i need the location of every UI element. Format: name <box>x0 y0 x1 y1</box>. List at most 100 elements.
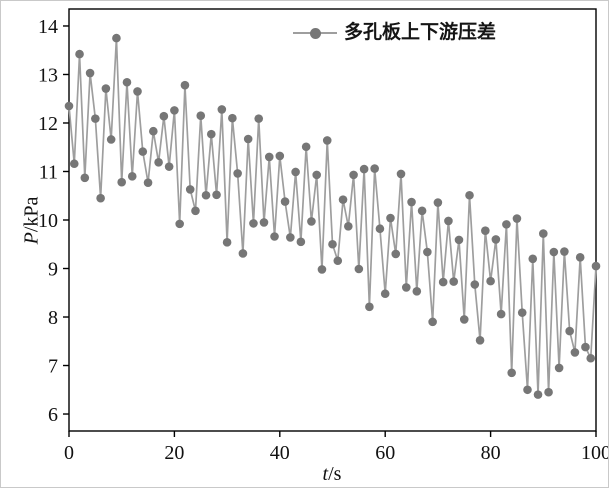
data-point <box>106 135 116 144</box>
data-point <box>317 265 327 274</box>
data-point <box>344 222 353 231</box>
x-axis-variable: t <box>322 463 329 485</box>
data-point <box>64 101 74 111</box>
data-point <box>396 169 406 179</box>
data-point <box>296 237 306 247</box>
data-point <box>528 254 538 264</box>
data-point <box>117 177 126 187</box>
data-point <box>491 235 501 244</box>
data-point <box>365 302 374 312</box>
y-tick-label: 6 <box>48 404 58 426</box>
data-point <box>175 219 184 229</box>
data-point <box>539 229 548 238</box>
data-point <box>449 277 459 286</box>
data-point <box>196 111 206 121</box>
data-point <box>438 277 448 287</box>
legend: 多孔板上下游压差 <box>293 23 496 42</box>
data-point <box>475 335 485 345</box>
data-point <box>228 113 237 123</box>
data-point <box>512 214 522 223</box>
data-point <box>338 195 348 204</box>
data-point <box>391 249 401 259</box>
data-point <box>523 385 532 395</box>
data-point <box>112 33 121 43</box>
data-point <box>133 87 142 96</box>
y-tick-label: 14 <box>38 16 58 38</box>
data-point <box>127 172 137 181</box>
y-tick-label: 12 <box>38 113 58 135</box>
x-tick-label: 80 <box>481 442 501 464</box>
x-tick-label: 20 <box>164 442 184 464</box>
data-point <box>333 256 343 266</box>
data-point <box>375 224 385 234</box>
data-point <box>354 264 364 274</box>
data-point <box>586 353 596 363</box>
data-point <box>75 49 84 59</box>
data-point <box>328 239 337 249</box>
x-tick-label: 40 <box>270 442 290 464</box>
data-point <box>159 111 169 121</box>
data-point <box>459 315 469 324</box>
data-point <box>280 197 290 206</box>
y-axis-variable: P <box>20 232 43 245</box>
y-axis-unit: /kPa <box>20 196 43 233</box>
data-point <box>185 185 195 194</box>
data-point <box>286 233 295 242</box>
data-point <box>496 309 506 319</box>
legend-marker-icon <box>293 27 337 39</box>
data-point <box>243 134 253 144</box>
data-point <box>212 190 221 200</box>
data-point <box>249 219 258 228</box>
x-tick-label: 100 <box>581 442 609 464</box>
data-point <box>201 190 211 200</box>
data-point <box>428 317 437 327</box>
y-tick-label: 13 <box>38 64 58 86</box>
data-point <box>233 169 242 178</box>
data-point <box>370 164 379 173</box>
data-point <box>444 216 453 226</box>
y-axis-label: P/kPa <box>21 176 44 266</box>
data-point <box>217 105 227 114</box>
data-point <box>401 283 411 292</box>
y-tick-label: 10 <box>38 210 58 232</box>
data-point <box>517 308 527 317</box>
data-point <box>544 387 553 397</box>
data-point <box>417 206 427 216</box>
data-point <box>80 173 90 183</box>
data-point <box>486 276 495 286</box>
data-point <box>502 220 511 229</box>
data-point <box>380 289 390 299</box>
data-point <box>91 114 100 123</box>
data-point <box>470 280 480 289</box>
data-point <box>575 253 585 262</box>
x-axis-label: t/s <box>323 463 342 486</box>
data-point <box>554 363 564 373</box>
y-tick-label: 7 <box>48 356 58 378</box>
data-point <box>570 348 580 357</box>
data-point <box>85 68 95 78</box>
data-point <box>270 232 279 241</box>
data-point <box>454 235 464 245</box>
data-point <box>423 247 432 257</box>
x-axis-unit: /s <box>328 463 342 485</box>
data-point <box>433 198 443 207</box>
data-point <box>465 190 474 200</box>
data-point <box>180 80 190 90</box>
data-point <box>359 164 369 174</box>
data-point <box>143 178 153 187</box>
data-point <box>206 129 216 139</box>
data-point <box>412 287 422 296</box>
data-point <box>259 218 269 227</box>
data-point <box>312 170 321 180</box>
legend-dot-icon <box>310 27 321 39</box>
data-point <box>349 170 358 180</box>
data-point <box>560 247 569 256</box>
data-point <box>164 162 174 171</box>
data-point <box>565 326 574 336</box>
data-point <box>581 342 590 352</box>
y-tick-label: 11 <box>39 161 58 183</box>
data-point <box>264 152 274 162</box>
y-tick-label: 9 <box>48 259 58 281</box>
